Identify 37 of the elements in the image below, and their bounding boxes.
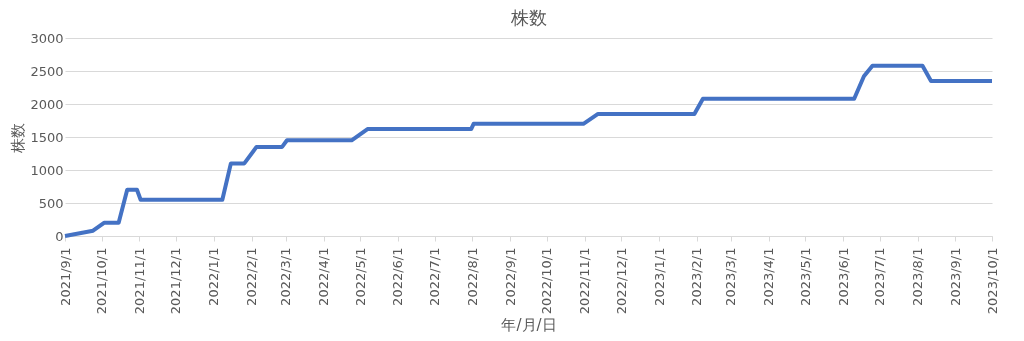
x-tick-label: 2023/3/1 [723,247,739,306]
x-tick-label: 2023/9/1 [947,247,963,306]
x-tick-label: 2023/7/1 [872,247,888,306]
x-tick-label: 2022/3/1 [278,247,294,306]
x-tick-label: 2022/10/1 [539,247,555,315]
x-tick-label: 2022/12/1 [613,247,629,315]
x-tick-label: 2022/5/1 [352,247,368,306]
y-tick-label: 1000 [30,162,64,178]
x-tick-label: 2022/8/1 [464,247,480,306]
y-tick-label: 3000 [30,30,64,46]
x-tick-label: 2023/8/1 [910,247,926,306]
chart-title: 株数 [509,7,547,28]
x-axis-title: 年/月/日 [501,316,557,335]
y-tick-label: 2500 [30,63,64,79]
x-tick-label: 2023/1/1 [651,247,667,306]
x-tick-label: 2022/6/1 [390,247,406,306]
x-tick-label: 2023/4/1 [761,247,777,306]
y-axis-title: 株数 [9,122,28,154]
x-tick-label: 2023/5/1 [797,247,813,306]
y-tick-label: 0 [55,228,64,244]
line-series [63,63,994,238]
x-tick-label: 2021/10/1 [94,247,110,315]
x-tick-label: 2022/9/1 [502,247,518,306]
x-tick-label: 2021/9/1 [57,247,73,306]
x-tick-label: 2022/1/1 [206,247,222,306]
x-tick-label: 2023/10/1 [984,247,1000,315]
y-tick-label: 500 [38,195,64,211]
y-tick-label: 1500 [30,129,64,145]
y-tick-label: 2000 [30,96,64,112]
x-tick-label: 2021/12/1 [168,247,184,315]
x-tick-label: 2023/2/1 [689,247,705,306]
x-tick-label: 2021/11/1 [131,247,147,315]
x-tick-label: 2022/2/1 [244,247,260,306]
x-tick-label: 2022/7/1 [427,247,443,306]
x-tick-label: 2023/6/1 [835,247,851,306]
x-tick-label: 2022/11/1 [577,247,593,315]
x-tick-label: 2022/4/1 [316,247,332,306]
